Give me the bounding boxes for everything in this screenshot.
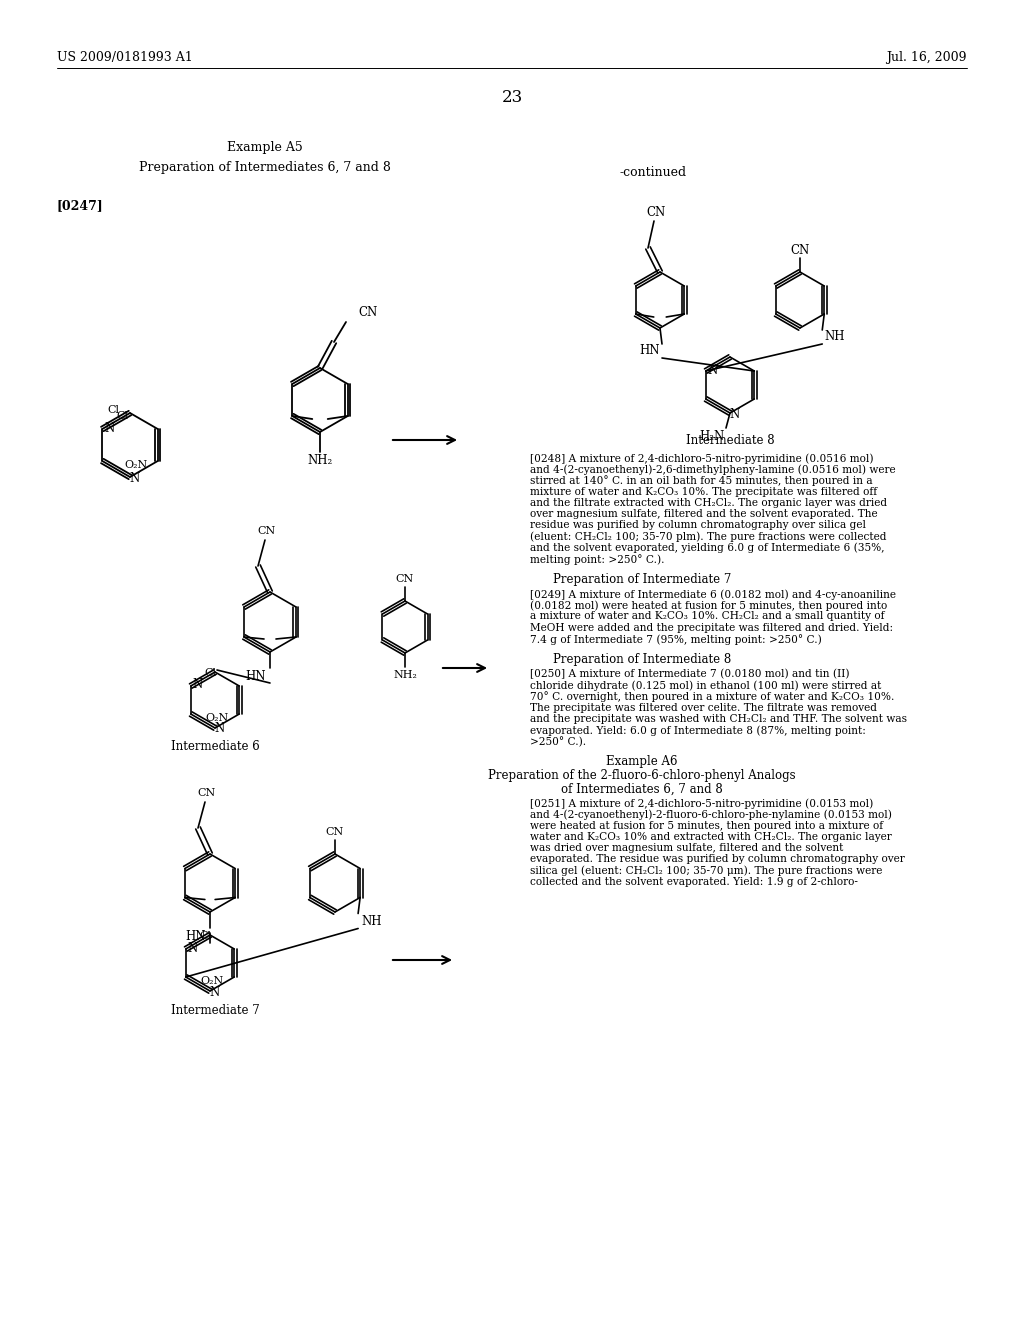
Text: Intermediate 8: Intermediate 8 (686, 433, 774, 446)
Text: and the precipitate was washed with CH₂Cl₂ and THF. The solvent was: and the precipitate was washed with CH₂C… (530, 714, 907, 723)
Text: N: N (730, 408, 740, 421)
Text: N: N (215, 722, 225, 735)
Text: of Intermediates 6, 7 and 8: of Intermediates 6, 7 and 8 (561, 783, 723, 796)
Text: melting point: >250° C.).: melting point: >250° C.). (530, 554, 665, 565)
Text: water and K₂CO₃ 10% and extracted with CH₂Cl₂. The organic layer: water and K₂CO₃ 10% and extracted with C… (530, 832, 892, 842)
Text: 70° C. overnight, then poured in a mixture of water and K₂CO₃ 10%.: 70° C. overnight, then poured in a mixtu… (530, 692, 894, 702)
Text: Intermediate 6: Intermediate 6 (171, 741, 259, 754)
Text: silica gel (eluent: CH₂Cl₂ 100; 35-70 μm). The pure fractions were: silica gel (eluent: CH₂Cl₂ 100; 35-70 μm… (530, 866, 883, 876)
Text: Cl: Cl (117, 411, 128, 421)
Text: was dried over magnesium sulfate, filtered and the solvent: was dried over magnesium sulfate, filter… (530, 843, 844, 853)
Text: N: N (193, 678, 203, 692)
Text: HN: HN (640, 345, 660, 358)
Text: and 4-(2-cyanoethenyl)-2,6-dimethylpheny-lamine (0.0516 mol) were: and 4-(2-cyanoethenyl)-2,6-dimethylpheny… (530, 465, 896, 475)
Text: Cl: Cl (200, 931, 212, 941)
Text: stirred at 140° C. in an oil bath for 45 minutes, then poured in a: stirred at 140° C. in an oil bath for 45… (530, 475, 872, 486)
Text: Preparation of Intermediate 8: Preparation of Intermediate 8 (553, 653, 731, 667)
Text: evaporated. Yield: 6.0 g of Intermediate 8 (87%, melting point:: evaporated. Yield: 6.0 g of Intermediate… (530, 725, 866, 735)
Text: NH₂: NH₂ (307, 454, 333, 466)
Text: [0250] A mixture of Intermediate 7 (0.0180 mol) and tin (II): [0250] A mixture of Intermediate 7 (0.01… (530, 669, 850, 680)
Text: over magnesium sulfate, filtered and the solvent evaporated. The: over magnesium sulfate, filtered and the… (530, 510, 878, 519)
Text: 7.4 g of Intermediate 7 (95%, melting point: >250° C.): 7.4 g of Intermediate 7 (95%, melting po… (530, 634, 821, 644)
Text: CN: CN (791, 243, 810, 256)
Text: evaporated. The residue was purified by column chromatography over: evaporated. The residue was purified by … (530, 854, 905, 865)
Text: [0247]: [0247] (57, 199, 103, 213)
Text: CN: CN (358, 306, 377, 319)
Text: MeOH were added and the precipitate was filtered and dried. Yield:: MeOH were added and the precipitate was … (530, 623, 893, 632)
Text: and 4-(2-cyanoethenyl)-2-fluoro-6-chloro-phe-nylamine (0.0153 mol): and 4-(2-cyanoethenyl)-2-fluoro-6-chloro… (530, 809, 892, 820)
Text: [0251] A mixture of 2,4-dichloro-5-nitro-pyrimidine (0.0153 mol): [0251] A mixture of 2,4-dichloro-5-nitro… (530, 799, 873, 809)
Text: Intermediate 7: Intermediate 7 (171, 1003, 259, 1016)
Text: Example A6: Example A6 (606, 755, 678, 768)
Text: CN: CN (646, 206, 666, 219)
Text: N: N (210, 986, 220, 998)
Text: >250° C.).: >250° C.). (530, 737, 586, 747)
Text: Preparation of Intermediates 6, 7 and 8: Preparation of Intermediates 6, 7 and 8 (139, 161, 391, 174)
Text: N: N (130, 471, 140, 484)
Text: HN: HN (185, 929, 206, 942)
Text: residue was purified by column chromatography over silica gel: residue was purified by column chromatog… (530, 520, 866, 531)
Text: and the solvent evaporated, yielding 6.0 g of Intermediate 6 (35%,: and the solvent evaporated, yielding 6.0… (530, 543, 885, 553)
Text: H₂N: H₂N (699, 430, 725, 444)
Text: Cl: Cl (106, 405, 119, 414)
Text: NH: NH (361, 915, 382, 928)
Text: Preparation of the 2-fluoro-6-chloro-phenyl Analogs: Preparation of the 2-fluoro-6-chloro-phe… (488, 770, 796, 783)
Text: O₂N: O₂N (206, 713, 229, 723)
Text: 23: 23 (502, 90, 522, 107)
Text: N: N (708, 363, 718, 376)
Text: Example A5: Example A5 (227, 141, 303, 154)
Text: NH₂: NH₂ (393, 671, 417, 680)
Text: Preparation of Intermediate 7: Preparation of Intermediate 7 (553, 573, 731, 586)
Text: N: N (187, 941, 198, 954)
Text: [0248] A mixture of 2,4-dichloro-5-nitro-pyrimidine (0.0516 mol): [0248] A mixture of 2,4-dichloro-5-nitro… (530, 453, 873, 463)
Text: Jul. 16, 2009: Jul. 16, 2009 (887, 50, 967, 63)
Text: The precipitate was filtered over celite. The filtrate was removed: The precipitate was filtered over celite… (530, 702, 877, 713)
Text: O₂N: O₂N (201, 975, 224, 986)
Text: and the filtrate extracted with CH₂Cl₂. The organic layer was dried: and the filtrate extracted with CH₂Cl₂. … (530, 498, 887, 508)
Text: chloride dihydrate (0.125 mol) in ethanol (100 ml) were stirred at: chloride dihydrate (0.125 mol) in ethano… (530, 680, 882, 690)
Text: US 2009/0181993 A1: US 2009/0181993 A1 (57, 50, 193, 63)
Text: [0249] A mixture of Intermediate 6 (0.0182 mol) and 4-cy-anoaniline: [0249] A mixture of Intermediate 6 (0.01… (530, 589, 896, 599)
Text: (0.0182 mol) were heated at fusion for 5 minutes, then poured into: (0.0182 mol) were heated at fusion for 5… (530, 601, 887, 611)
Text: N: N (104, 421, 115, 434)
Text: were heated at fusion for 5 minutes, then poured into a mixture of: were heated at fusion for 5 minutes, the… (530, 821, 883, 830)
Text: CN: CN (198, 788, 216, 799)
Text: -continued: -continued (620, 165, 687, 178)
Text: Cl: Cl (205, 668, 217, 678)
Text: (eluent: CH₂Cl₂ 100; 35-70 plm). The pure fractions were collected: (eluent: CH₂Cl₂ 100; 35-70 plm). The pur… (530, 532, 887, 543)
Text: CN: CN (326, 828, 344, 837)
Text: CN: CN (396, 574, 414, 583)
Text: collected and the solvent evaporated. Yield: 1.9 g of 2-chloro-: collected and the solvent evaporated. Yi… (530, 876, 858, 887)
Text: mixture of water and K₂CO₃ 10%. The precipitate was filtered off: mixture of water and K₂CO₃ 10%. The prec… (530, 487, 878, 496)
Text: CN: CN (258, 525, 276, 536)
Text: NH: NH (824, 330, 845, 343)
Text: a mixture of water and K₂CO₃ 10%. CH₂Cl₂ and a small quantity of: a mixture of water and K₂CO₃ 10%. CH₂Cl₂… (530, 611, 885, 622)
Text: HN: HN (246, 669, 266, 682)
Text: O₂N: O₂N (124, 459, 147, 470)
